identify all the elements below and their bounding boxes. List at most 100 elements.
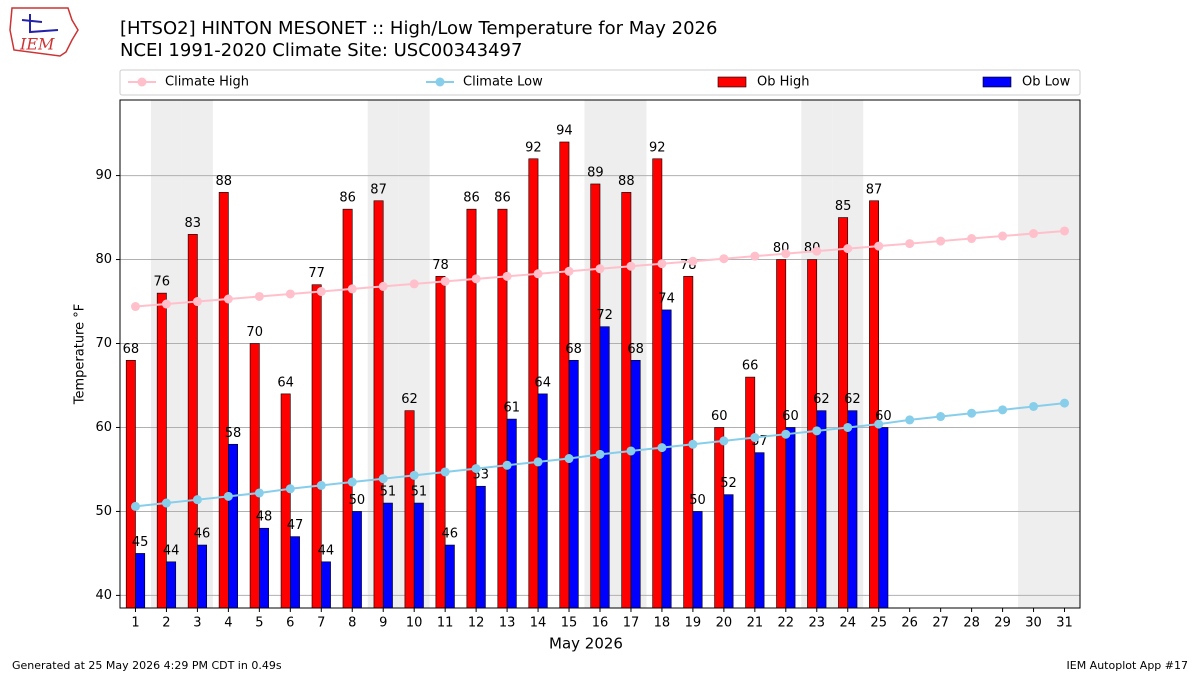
x-tick-label: 28 <box>963 616 980 631</box>
data-label: 68 <box>123 342 140 357</box>
x-tick-label: 9 <box>379 616 387 631</box>
point <box>533 457 543 467</box>
point <box>1029 229 1039 239</box>
bar <box>197 544 208 609</box>
data-label: 77 <box>308 266 325 281</box>
point <box>254 488 264 498</box>
point <box>812 246 822 256</box>
x-tick-label: 24 <box>839 616 856 631</box>
bar <box>537 393 548 609</box>
plot-frame <box>119 99 1081 609</box>
bar <box>652 158 663 609</box>
data-label: 61 <box>503 401 520 416</box>
bar <box>878 427 889 609</box>
x-tick-label: 4 <box>224 616 232 631</box>
x-tick-label: 31 <box>1056 616 1073 631</box>
x-tick-label: 13 <box>499 616 516 631</box>
bar <box>290 536 300 609</box>
bar <box>630 359 641 609</box>
point <box>502 460 512 470</box>
point <box>998 405 1008 415</box>
data-label: 44 <box>163 543 180 558</box>
data-label: 89 <box>587 165 604 180</box>
bar <box>714 427 725 609</box>
point <box>1029 401 1039 411</box>
x-tick-label: 10 <box>406 616 423 631</box>
bar <box>590 183 601 609</box>
point <box>223 294 233 304</box>
shade <box>1049 100 1080 608</box>
point <box>347 477 357 487</box>
point <box>564 454 574 464</box>
bar <box>661 309 672 609</box>
y-tick-label: 90 <box>95 168 112 183</box>
logo-text: IEM <box>19 35 55 54</box>
data-label: 68 <box>565 342 582 357</box>
data-label: 86 <box>494 191 511 206</box>
bar <box>745 376 756 609</box>
point <box>285 484 295 494</box>
point <box>812 426 822 436</box>
point <box>316 286 326 296</box>
bar <box>559 141 570 609</box>
y-tick-label: 40 <box>95 588 112 603</box>
x-tick-label: 14 <box>530 616 547 631</box>
bar <box>847 410 858 609</box>
data-label: 64 <box>277 375 294 390</box>
data-label: 52 <box>720 476 737 491</box>
data-label: 72 <box>596 308 613 323</box>
data-label: 47 <box>287 518 304 533</box>
point <box>347 284 357 294</box>
point <box>378 474 388 484</box>
data-label: 44 <box>318 543 335 558</box>
bar <box>692 511 703 609</box>
point <box>781 249 791 259</box>
data-label: 88 <box>215 174 232 189</box>
point <box>130 501 140 511</box>
data-label: 76 <box>154 275 171 290</box>
x-tick-label: 12 <box>468 616 485 631</box>
bar <box>166 561 177 609</box>
x-tick-label: 27 <box>932 616 949 631</box>
x-tick-label: 17 <box>623 616 640 631</box>
bar <box>568 359 579 609</box>
bar <box>754 452 765 609</box>
x-tick-label: 22 <box>778 616 795 631</box>
data-label: 87 <box>866 182 883 197</box>
x-tick-label: 21 <box>747 616 764 631</box>
point <box>750 251 760 261</box>
point <box>750 433 760 443</box>
y-axis-label: Temperature °F <box>73 304 88 405</box>
point <box>440 276 450 286</box>
shade <box>1018 100 1050 608</box>
point <box>688 256 698 266</box>
data-label: 51 <box>380 485 397 500</box>
point <box>967 408 977 418</box>
point <box>192 495 202 505</box>
point <box>936 236 946 246</box>
data-label: 68 <box>627 342 644 357</box>
bar <box>599 326 610 609</box>
x-tick-label: 30 <box>1025 616 1042 631</box>
bar <box>506 418 517 609</box>
point <box>254 291 264 301</box>
point <box>905 239 915 249</box>
data-label: 86 <box>463 191 480 206</box>
legend-box <box>119 69 1081 96</box>
bar <box>320 561 331 609</box>
bar <box>125 359 136 609</box>
bar <box>435 276 446 609</box>
data-label: 48 <box>256 510 273 525</box>
logo: IEM <box>9 7 79 57</box>
bar <box>621 192 632 609</box>
legend-swatch <box>982 76 1012 88</box>
x-tick-label: 23 <box>809 616 826 631</box>
chart-subtitle: NCEI 1991-2020 Climate Site: USC00343497 <box>120 40 522 61</box>
bar <box>466 208 477 609</box>
bar <box>475 485 486 609</box>
point <box>409 470 419 480</box>
point <box>626 261 636 271</box>
x-tick-label: 15 <box>561 616 578 631</box>
x-axis-label: May 2026 <box>549 635 623 653</box>
data-label: 64 <box>534 375 551 390</box>
